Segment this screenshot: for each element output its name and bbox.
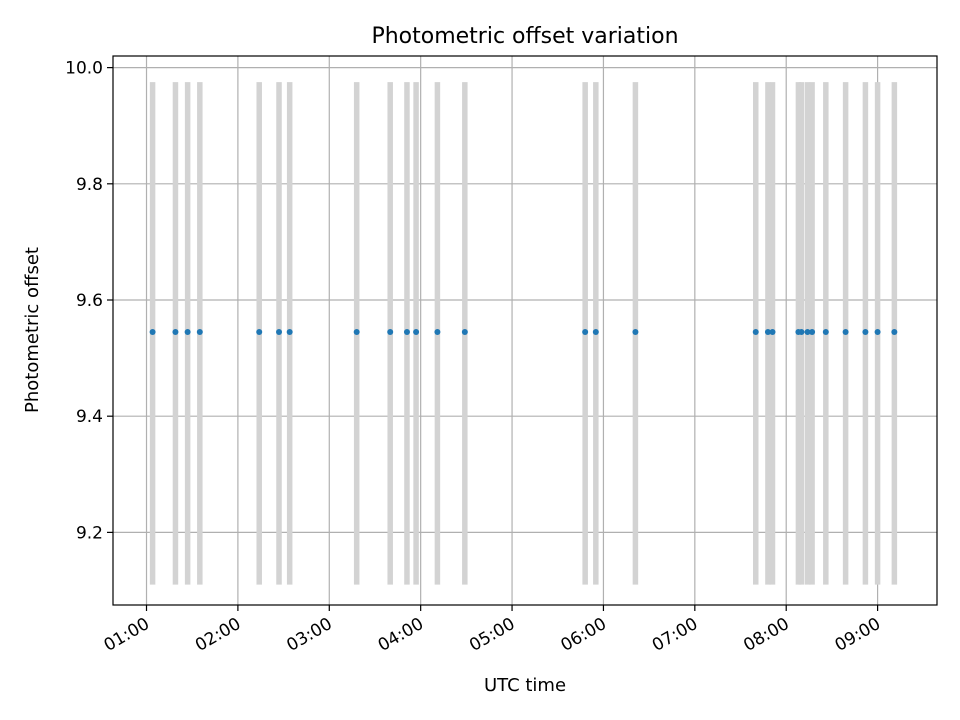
data-point xyxy=(353,328,360,335)
data-point xyxy=(874,328,881,335)
y-tick-label: 9.8 xyxy=(76,175,103,195)
y-tick-label: 10.0 xyxy=(65,59,103,79)
plot-frame xyxy=(112,55,938,606)
data-point xyxy=(434,328,441,335)
data-point xyxy=(752,328,759,335)
data-point xyxy=(149,328,156,335)
data-point xyxy=(798,328,805,335)
data-point xyxy=(842,328,849,335)
y-tick-label: 9.4 xyxy=(76,407,103,427)
x-axis-label: UTC time xyxy=(484,675,566,696)
data-point xyxy=(387,328,394,335)
data-points xyxy=(149,328,898,335)
data-point xyxy=(822,328,829,335)
data-point xyxy=(256,328,263,335)
data-point xyxy=(764,328,771,335)
data-point xyxy=(769,328,776,335)
data-point xyxy=(196,328,203,335)
data-point xyxy=(862,328,869,335)
data-point xyxy=(804,328,811,335)
data-point xyxy=(172,328,179,335)
y-tick-label: 9.2 xyxy=(76,523,103,543)
data-point xyxy=(403,328,410,335)
data-point xyxy=(592,328,599,335)
y-axis-ticks: 9.2 9.4 9.6 9.8 10.0 xyxy=(65,59,113,543)
data-point xyxy=(184,328,191,335)
data-point xyxy=(276,328,283,335)
data-point xyxy=(891,328,898,335)
chart-title: Photometric offset variation xyxy=(371,24,678,49)
data-point xyxy=(461,328,468,335)
y-axis-label: Photometric offset xyxy=(22,247,43,413)
data-point xyxy=(286,328,293,335)
data-point xyxy=(582,328,589,335)
data-point xyxy=(632,328,639,335)
data-point xyxy=(413,328,420,335)
data-point xyxy=(809,328,816,335)
y-tick-label: 9.6 xyxy=(76,291,103,311)
